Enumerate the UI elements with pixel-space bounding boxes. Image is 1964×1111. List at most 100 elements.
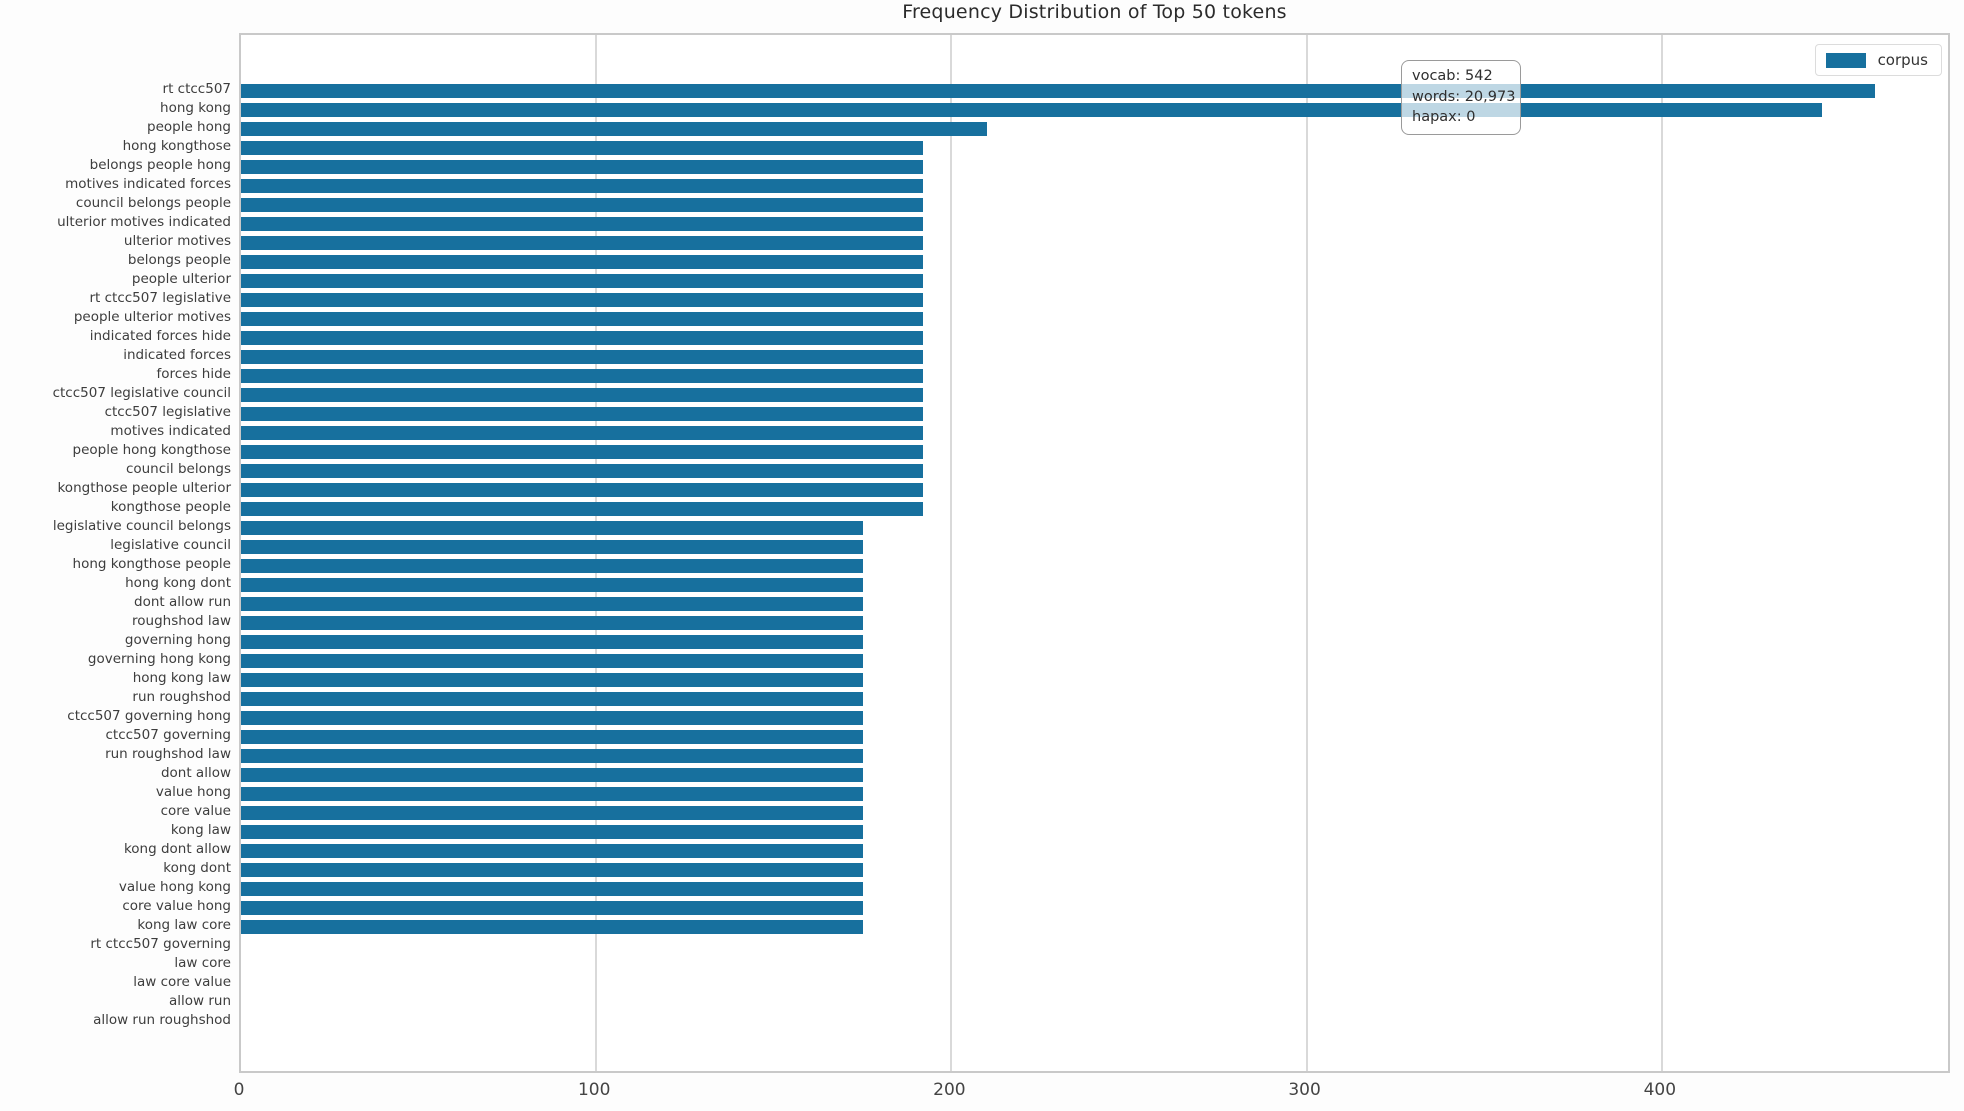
y-tick-label: ulterior motives (123, 233, 231, 249)
annotation-hapax: hapax: 0 (1412, 109, 1476, 126)
bar (241, 179, 923, 193)
y-tick-label: ctcc507 governing hong (67, 708, 231, 724)
x-tick-label: 0 (233, 1080, 245, 1100)
bar (241, 635, 863, 649)
bar (241, 540, 863, 554)
bar (241, 350, 923, 364)
bar (241, 882, 863, 896)
y-tick-label: core value hong (122, 898, 231, 914)
y-tick-label: ctcc507 legislative council (52, 385, 231, 401)
bar (241, 483, 923, 497)
y-tick-label: hong kongthose people (72, 556, 231, 572)
bar (241, 616, 863, 630)
bar (241, 407, 923, 421)
bar (241, 673, 863, 687)
gridline (1305, 35, 1308, 1071)
annotation-vocab: vocab: 542 (1412, 68, 1493, 84)
y-tick-label: allow run roughshod (93, 1012, 231, 1028)
bar (241, 236, 923, 250)
y-tick-label: people ulterior motives (73, 309, 231, 325)
y-tick-label: belongs people hong (89, 157, 231, 173)
bar (241, 445, 923, 459)
bar (241, 920, 863, 934)
bar (241, 730, 863, 744)
bar (241, 293, 923, 307)
y-tick-label: kongthose people (110, 499, 231, 515)
bar (241, 825, 863, 839)
y-tick-label: rt ctcc507 legislative (89, 290, 231, 306)
y-tick-label: indicated forces (123, 347, 231, 363)
bar (241, 141, 923, 155)
y-tick-label: kongthose people ulterior (57, 480, 231, 496)
y-axis-labels: rt ctcc507 hong kong people hong hong kongt… (0, 33, 231, 1073)
y-tick-label: run roughshod law (105, 746, 231, 762)
y-tick-label: motives indicated forces (65, 176, 231, 192)
y-tick-label: council belongs (125, 461, 231, 477)
y-tick-label: governing hong (124, 632, 231, 648)
y-tick-label: indicated forces hide (89, 328, 231, 344)
gridline (950, 35, 953, 1071)
x-tick-label: 400 (1643, 1080, 1677, 1100)
y-tick-label: dont allow run (134, 594, 231, 610)
y-tick-label: law core value (133, 974, 231, 990)
y-tick-label: council belongs people (75, 195, 231, 211)
bar (241, 711, 863, 725)
y-tick-label: run roughshod (132, 689, 231, 705)
plot-area: vocab: 542 words: 20,973 hapax: 0 corpus (239, 33, 1950, 1073)
y-tick-label: law core (174, 955, 231, 971)
y-tick-label: ulterior motives indicated (57, 214, 231, 230)
bar (241, 749, 863, 763)
x-tick-label: 200 (933, 1080, 966, 1100)
bar (241, 369, 923, 383)
bar (241, 597, 863, 611)
y-tick-label: ctcc507 governing (105, 727, 232, 743)
x-tick-label: 300 (1288, 1080, 1321, 1100)
bar (241, 863, 863, 877)
y-tick-label: motives indicated (110, 423, 231, 439)
chart-title: Frequency Distribution of Top 50 tokens (902, 1, 1287, 23)
y-tick-label: roughshod law (132, 613, 231, 629)
y-tick-label: core value (160, 803, 231, 819)
bar (241, 559, 863, 573)
y-tick-label: hong kongthose (122, 138, 231, 154)
annotation-box: vocab: 542 words: 20,973 hapax: 0 (1401, 60, 1521, 135)
bar (241, 806, 863, 820)
y-tick-label: belongs people (127, 252, 231, 268)
bar (241, 464, 923, 478)
y-tick-label: value hong kong (118, 879, 231, 895)
y-tick-label: allow run (168, 993, 231, 1009)
bar (241, 255, 923, 269)
y-tick-label: people hong kongthose (72, 442, 231, 458)
bar (241, 578, 863, 592)
annotation-words: words: 20,973 (1412, 88, 1516, 105)
bar (241, 103, 1822, 117)
legend-swatch-icon (1825, 52, 1866, 68)
y-tick-label: legislative council belongs (52, 518, 231, 534)
bar (241, 787, 863, 801)
y-tick-label: kong dont allow (123, 841, 231, 857)
y-tick-label: rt ctcc507 governing (90, 936, 231, 952)
bar (241, 692, 863, 706)
legend-label: corpus (1877, 51, 1928, 69)
bar (241, 768, 863, 782)
bar (241, 160, 923, 174)
y-tick-label: dont allow (160, 765, 231, 781)
y-tick-label: legislative council (110, 537, 231, 553)
y-tick-label: value hong (155, 784, 231, 800)
bar (241, 331, 923, 345)
y-tick-label: people ulterior (131, 271, 231, 287)
x-tick-label: 100 (577, 1080, 611, 1100)
y-tick-label: hong kong dont (125, 575, 231, 591)
y-tick-label: kong law core (137, 917, 231, 933)
bar (241, 217, 923, 231)
y-tick-label: hong kong law (132, 670, 231, 686)
bar (241, 502, 923, 516)
y-tick-label: ctcc507 legislative (104, 404, 231, 420)
y-tick-label: rt ctcc507 (162, 81, 231, 97)
bar (241, 844, 863, 858)
y-tick-label: people hong (147, 119, 231, 135)
gridline (1660, 35, 1663, 1071)
bar (241, 521, 863, 535)
y-tick-label: forces hide (156, 366, 231, 382)
